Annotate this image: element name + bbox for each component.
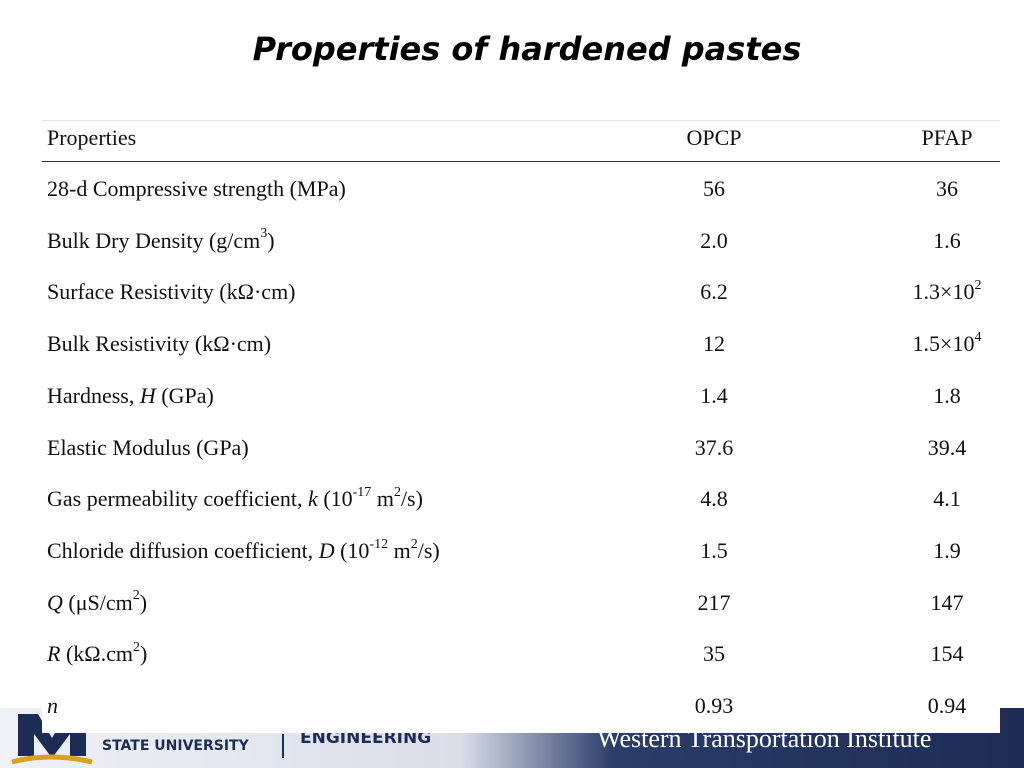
text-run: (kΩ.cm [60, 641, 134, 667]
college-name: ENGINEERING [300, 728, 432, 748]
table-row: Surface Resistivity (kΩ·cm) 6.2 1.3×102 [42, 266, 1000, 318]
table-cell: 1.6 [933, 227, 961, 253]
table-cell: 1.8 [933, 382, 961, 408]
text-run: Gas permeability coefficient, [47, 486, 309, 512]
university-name: STATE UNIVERSITY [102, 738, 249, 754]
slide-title: Properties of hardened pastes [252, 30, 802, 68]
table-row: Gas permeability coefficient, k (10-17 m… [42, 473, 1000, 525]
text-run: 2 [410, 536, 418, 552]
table-cell: 1.3×102 [892, 266, 1002, 318]
divider [282, 734, 284, 758]
table-cell: 39.4 [927, 434, 967, 460]
text-run: H [139, 382, 156, 408]
table-row: Q (μS/cm2) 217 147 [42, 577, 1000, 629]
table-cell: Hardness, H (GPa) [47, 370, 214, 422]
table-cell: 0.94 [927, 693, 967, 718]
table-cell: 37.6 [694, 434, 734, 460]
table-cell: 56 [703, 176, 725, 201]
table-cell: Chloride diffusion coefficient, D (10-12… [47, 525, 440, 577]
table-cell: 217 [697, 589, 731, 615]
text-run: (μS/cm [62, 589, 133, 615]
text-run: 1.5×10 [912, 331, 975, 357]
text-run: -12 [369, 536, 389, 552]
text-run: m [388, 537, 411, 563]
text-run: Q [47, 589, 63, 615]
text-run: /s) [400, 486, 423, 512]
text-run: R [47, 641, 61, 667]
table-cell: Bulk Dry Density (g/cm3) [47, 215, 275, 267]
table-row: Bulk Dry Density (g/cm3) 2.0 1.6 [42, 215, 1000, 267]
table-cell: Surface Resistivity (kΩ·cm) [47, 279, 296, 305]
table-cell: Gas permeability coefficient, k (10-17 m… [47, 473, 423, 525]
table-cell: 1.5 [700, 537, 728, 563]
table-row: n 0.93 0.94 [42, 680, 1000, 732]
table-cell: Q (μS/cm2) [47, 577, 147, 629]
text-run: k [308, 486, 318, 512]
table-cell: Bulk Resistivity (kΩ·cm) [47, 331, 272, 357]
table-row: Hardness, H (GPa) 1.4 1.8 [42, 370, 1000, 422]
text-run: Bulk Dry Density (g/cm [47, 227, 261, 253]
text-run: 2 [132, 588, 140, 604]
table-cell: 1.5×104 [892, 318, 1002, 370]
text-run: 4 [974, 329, 982, 345]
table: Properties OPCP PFAP 28-d Compressive stren… [42, 120, 1000, 733]
table-row: R (kΩ.cm2) 35 154 [42, 628, 1000, 680]
table-row: Elastic Modulus (GPa) 37.6 39.4 [42, 422, 1000, 474]
table-cell: 12 [703, 331, 725, 357]
text-run: 3 [260, 226, 268, 242]
table-cell: 2.0 [700, 227, 728, 253]
text-run: 2 [133, 639, 141, 655]
table-cell: Properties [47, 125, 137, 150]
table-cell: 1.9 [933, 537, 961, 563]
table-cell: 1.4 [700, 382, 728, 408]
table-cell: 154 [930, 641, 964, 667]
table-cell: 0.93 [694, 693, 734, 718]
text-run: (10 [334, 537, 370, 563]
table-row: 28-d Compressive strength (MPa) 56 36 [42, 163, 1000, 215]
text-run: -17 [352, 484, 372, 500]
table-cell: 36 [936, 176, 958, 201]
text-run: Chloride diffusion coefficient, [47, 537, 319, 563]
text-run: 2 [393, 484, 401, 500]
table-cell: PFAP [921, 125, 973, 150]
text-run: 1.3×10 [912, 279, 975, 305]
text-run: 2 [974, 278, 982, 294]
table-cell: 4.8 [700, 486, 728, 512]
header-row: Properties OPCP PFAP [42, 121, 1000, 162]
table-cell: Elastic Modulus (GPa) [47, 434, 249, 460]
text-run: (10 [317, 486, 353, 512]
table-cell: n [47, 680, 58, 732]
table-cell: 35 [703, 641, 725, 667]
table-cell: 147 [930, 589, 964, 615]
text-run: n [47, 693, 58, 718]
text-run: m [371, 486, 394, 512]
table-row: Bulk Resistivity (kΩ·cm) 12 1.5×104 [42, 318, 1000, 370]
text-run: ) [139, 589, 148, 615]
table-cell: 6.2 [700, 279, 728, 305]
table-cell: 4.1 [933, 486, 961, 512]
text-run: Hardness, [47, 382, 140, 408]
table-cell: OPCP [686, 125, 742, 150]
text-run: D [318, 537, 335, 563]
text-run: ) [267, 227, 275, 253]
table-row: Chloride diffusion coefficient, D (10-12… [42, 525, 1000, 577]
table-cell: R (kΩ.cm2) [47, 628, 147, 680]
text-run: /s) [417, 537, 440, 563]
text-run: ) [140, 641, 148, 667]
table-cell: 28-d Compressive strength (MPa) [47, 176, 346, 201]
text-run: (GPa) [155, 382, 214, 408]
